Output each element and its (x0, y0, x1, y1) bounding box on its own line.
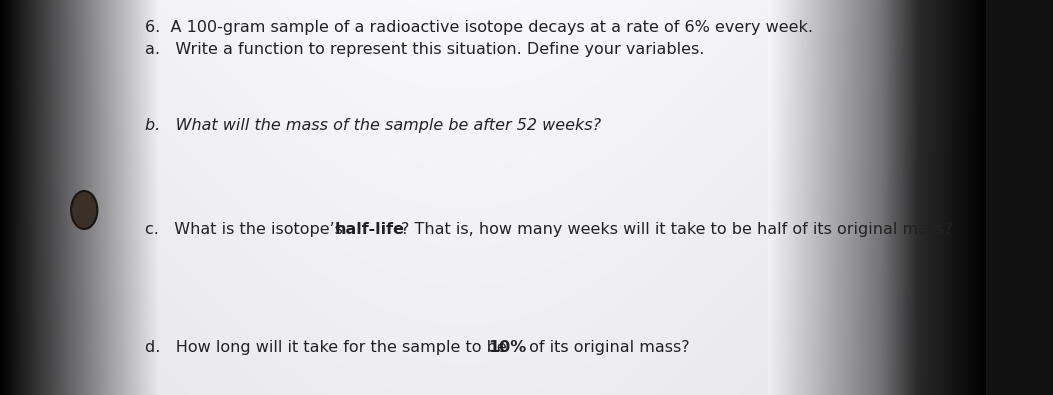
Text: d.   How long will it take for the sample to be: d. How long will it take for the sample … (145, 340, 512, 355)
Ellipse shape (72, 191, 97, 229)
Text: c.   What is the isotope’s: c. What is the isotope’s (145, 222, 349, 237)
Text: ? That is, how many weeks will it take to be half of its original mass?: ? That is, how many weeks will it take t… (400, 222, 953, 237)
Text: 10%: 10% (489, 340, 526, 355)
Text: a.   Write a function to represent this situation. Define your variables.: a. Write a function to represent this si… (145, 42, 704, 57)
Text: b.   What will the mass of the sample be after 52 weeks?: b. What will the mass of the sample be a… (145, 118, 601, 133)
Text: half-life: half-life (335, 222, 405, 237)
Text: of its original mass?: of its original mass? (524, 340, 690, 355)
Text: 6.  A 100-gram sample of a radioactive isotope decays at a rate of 6% every week: 6. A 100-gram sample of a radioactive is… (145, 20, 813, 35)
